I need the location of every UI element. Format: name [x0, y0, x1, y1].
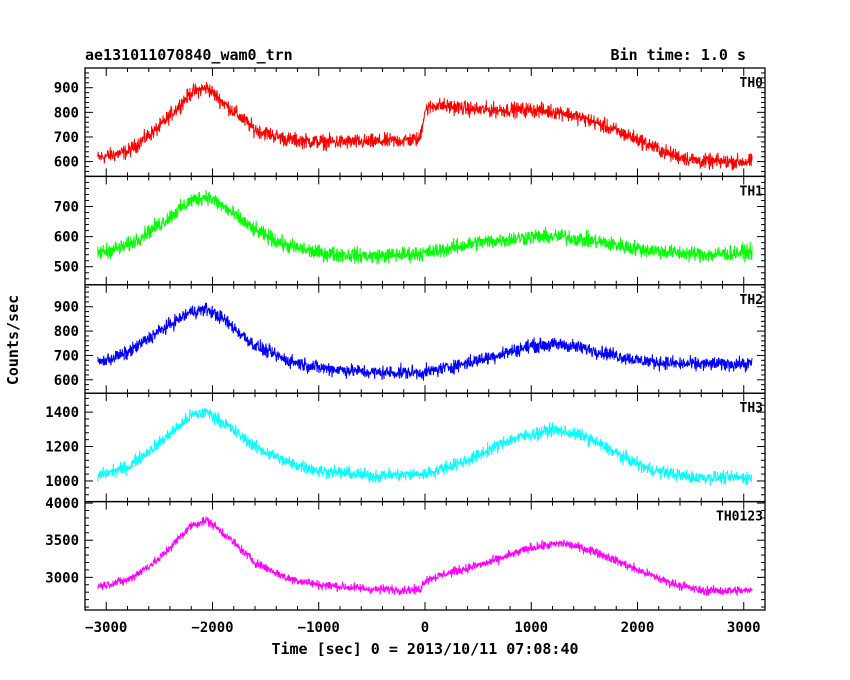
x-tick-label: −3000 [85, 620, 127, 636]
series-line-th0123 [97, 515, 753, 597]
y-tick-label: 3000 [45, 570, 79, 586]
panel-label: TH0 [740, 76, 764, 91]
y-tick-label: 800 [54, 105, 79, 121]
panel-th2: 600 700 800 900 TH2 [54, 284, 766, 394]
y-tick-label: 900 [54, 300, 79, 316]
panel-frame [84, 284, 766, 394]
panel-th3: 1000 1200 1400 TH3 [45, 392, 766, 503]
series-line-th0 [97, 81, 753, 171]
y-tick-label: 600 [54, 230, 79, 246]
panels-group: 600 700 800 900 TH0 500 600 700 TH1 600 700 800 900 T… [45, 67, 766, 636]
panel-frame [84, 392, 766, 503]
x-tick-label: −1000 [298, 620, 340, 636]
y-tick-label: 1000 [45, 474, 79, 490]
panel-label: TH2 [740, 293, 763, 308]
series-line-th3 [97, 407, 753, 486]
series-line-th2 [97, 302, 753, 381]
panel-frame [84, 67, 766, 178]
y-tick-label: 1200 [45, 440, 79, 456]
x-tick-label: 3000 [727, 620, 761, 636]
x-axis-label: Time [sec] 0 = 2013/10/11 07:08:40 [271, 640, 578, 658]
y-tick-label: 700 [54, 348, 79, 364]
panel-label: TH0123 [716, 510, 763, 525]
panel-th0123: 3000 3500 4000 TH0123 [45, 496, 766, 611]
y-tick-label: 500 [54, 260, 79, 276]
panel-frame [84, 500, 766, 611]
x-tick-label: 1000 [514, 620, 548, 636]
y-tick-label: 4000 [45, 496, 79, 512]
bin-time-label: Bin time: 1.0 s [611, 46, 746, 64]
panel-label: TH1 [740, 184, 764, 199]
y-tick-label: 700 [54, 200, 79, 216]
x-tick-label: 0 [421, 620, 429, 636]
y-tick-label: 600 [54, 373, 79, 389]
panel-frame [84, 175, 766, 286]
chart-title: ae131011070840_wam0_trn [85, 46, 293, 64]
panel-label: TH3 [740, 401, 763, 416]
y-tick-label: 800 [54, 324, 79, 340]
y-tick-label: 900 [54, 81, 79, 97]
y-tick-label: 1400 [45, 405, 79, 421]
y-tick-label: 3500 [45, 533, 79, 549]
y-tick-label: 600 [54, 155, 79, 171]
panel-th1: 500 600 700 TH1 [54, 175, 766, 286]
x-tick-label: −2000 [191, 620, 233, 636]
panel-th0: 600 700 800 900 TH0 [54, 67, 766, 178]
y-tick-label: 700 [54, 130, 79, 146]
x-tick-label: 2000 [621, 620, 655, 636]
y-axis-label: Counts/sec [4, 295, 22, 385]
series-line-th1 [97, 190, 753, 265]
